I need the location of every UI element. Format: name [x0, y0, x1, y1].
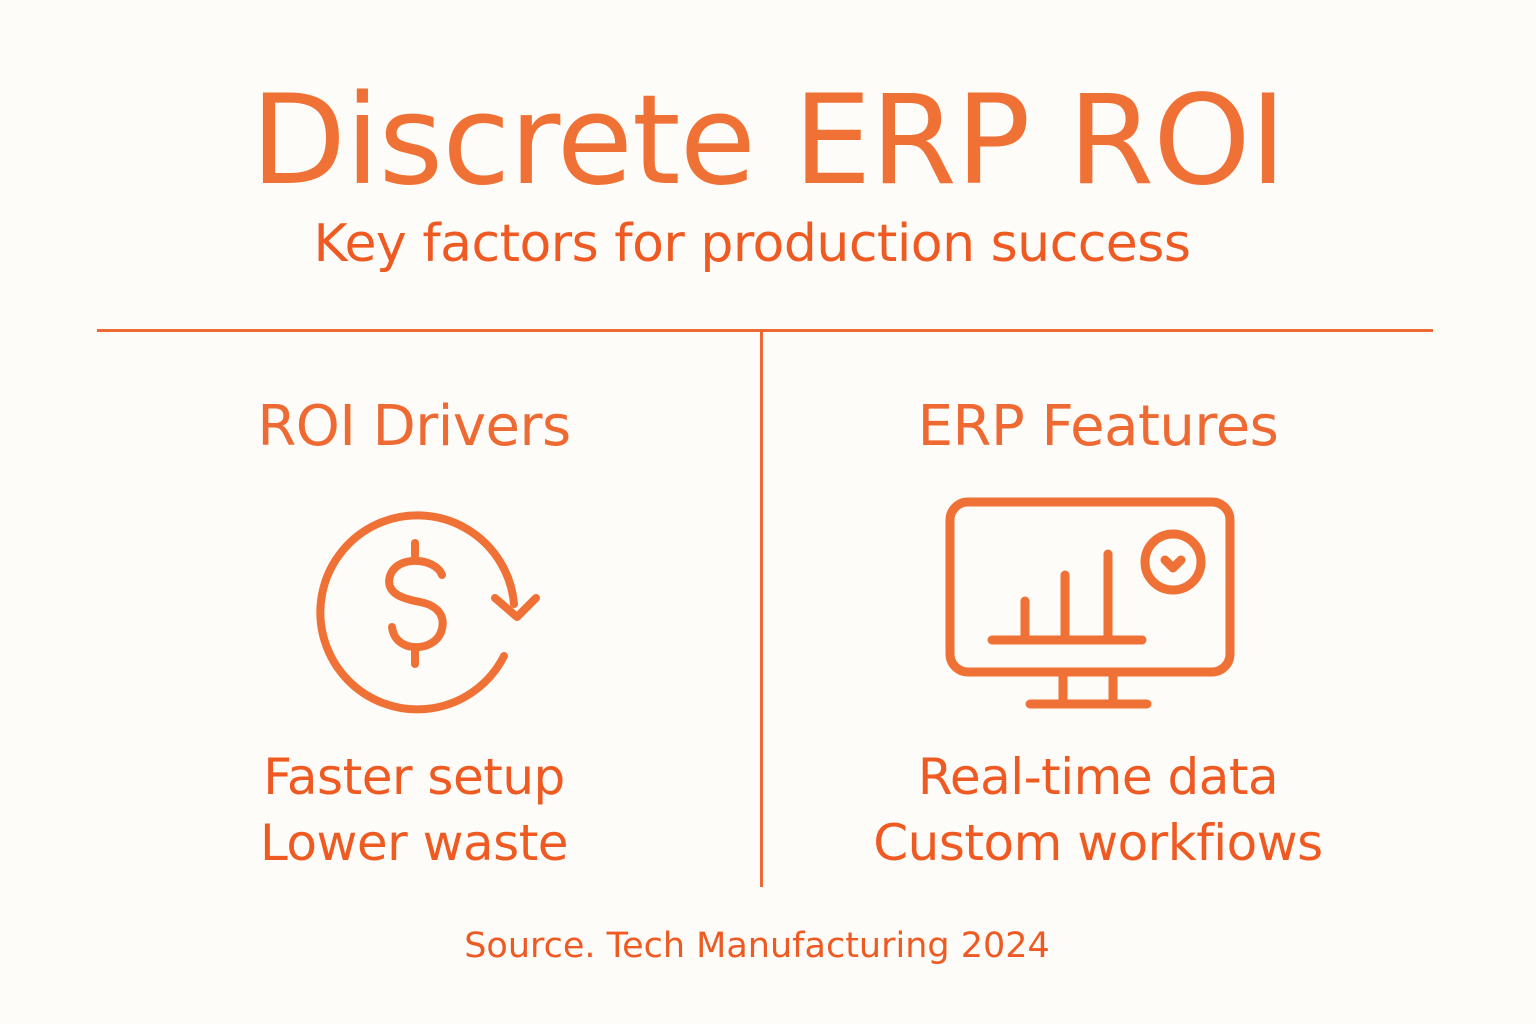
- list-item: Real-time data: [917, 748, 1279, 806]
- roi-drivers-list: Faster setup Lower waste: [150, 744, 678, 876]
- dollar-cycle-icon: [300, 500, 560, 720]
- list-item: Custom workfiows: [873, 814, 1323, 872]
- monitor-chart-icon: [930, 480, 1250, 720]
- vertical-divider: [760, 332, 763, 887]
- page-subtitle: Key factors for production success: [313, 214, 1191, 274]
- list-item: Faster setup: [263, 748, 565, 806]
- horizontal-divider: [97, 329, 1433, 332]
- list-item: Lower waste: [259, 814, 569, 872]
- erp-features-heading: ERP Features: [917, 394, 1279, 459]
- erp-features-list: Real-time data Custom workfiows: [830, 744, 1366, 876]
- page-title: Discrete ERP ROI: [250, 69, 1287, 213]
- source-caption: Source. Tech Manufacturing 2024: [464, 926, 1050, 966]
- roi-drivers-heading: ROI Drivers: [257, 394, 571, 459]
